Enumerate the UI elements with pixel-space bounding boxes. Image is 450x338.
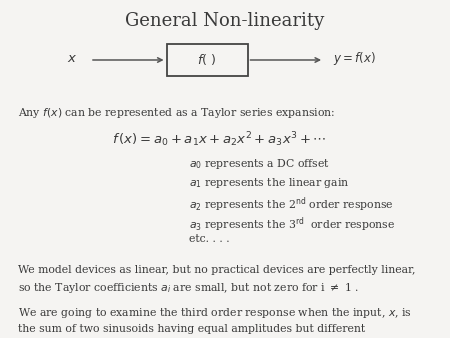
Text: We are going to examine the third order response when the input, $x$, is
the sum: We are going to examine the third order … (18, 306, 412, 338)
Text: $x$: $x$ (67, 52, 77, 66)
Text: General Non-linearity: General Non-linearity (126, 12, 324, 30)
Text: $a_0$ represents a DC offset: $a_0$ represents a DC offset (189, 157, 330, 171)
Text: $a_2$ represents the 2$^\mathrm{nd}$ order response: $a_2$ represents the 2$^\mathrm{nd}$ ord… (189, 196, 394, 214)
Text: $a_3$ represents the 3$^\mathrm{rd}$  order response: $a_3$ represents the 3$^\mathrm{rd}$ ord… (189, 215, 396, 234)
Text: $f\,(x) = a_0 + a_1 x + a_2 x^2 + a_3 x^3 + \cdots$: $f\,(x) = a_0 + a_1 x + a_2 x^2 + a_3 x^… (112, 130, 327, 149)
Text: etc. . . .: etc. . . . (189, 234, 230, 244)
Text: We model devices as linear, but no practical devices are perfectly linear,
so th: We model devices as linear, but no pract… (18, 265, 415, 295)
Text: $a_1$ represents the linear gain: $a_1$ represents the linear gain (189, 176, 349, 190)
Text: $y = f(x)$: $y = f(x)$ (333, 50, 376, 68)
Text: Any $f(x)$ can be represented as a Taylor series expansion:: Any $f(x)$ can be represented as a Taylo… (18, 106, 335, 120)
Text: $f(\ )$: $f(\ )$ (198, 52, 216, 68)
Bar (166, 44, 248, 76)
